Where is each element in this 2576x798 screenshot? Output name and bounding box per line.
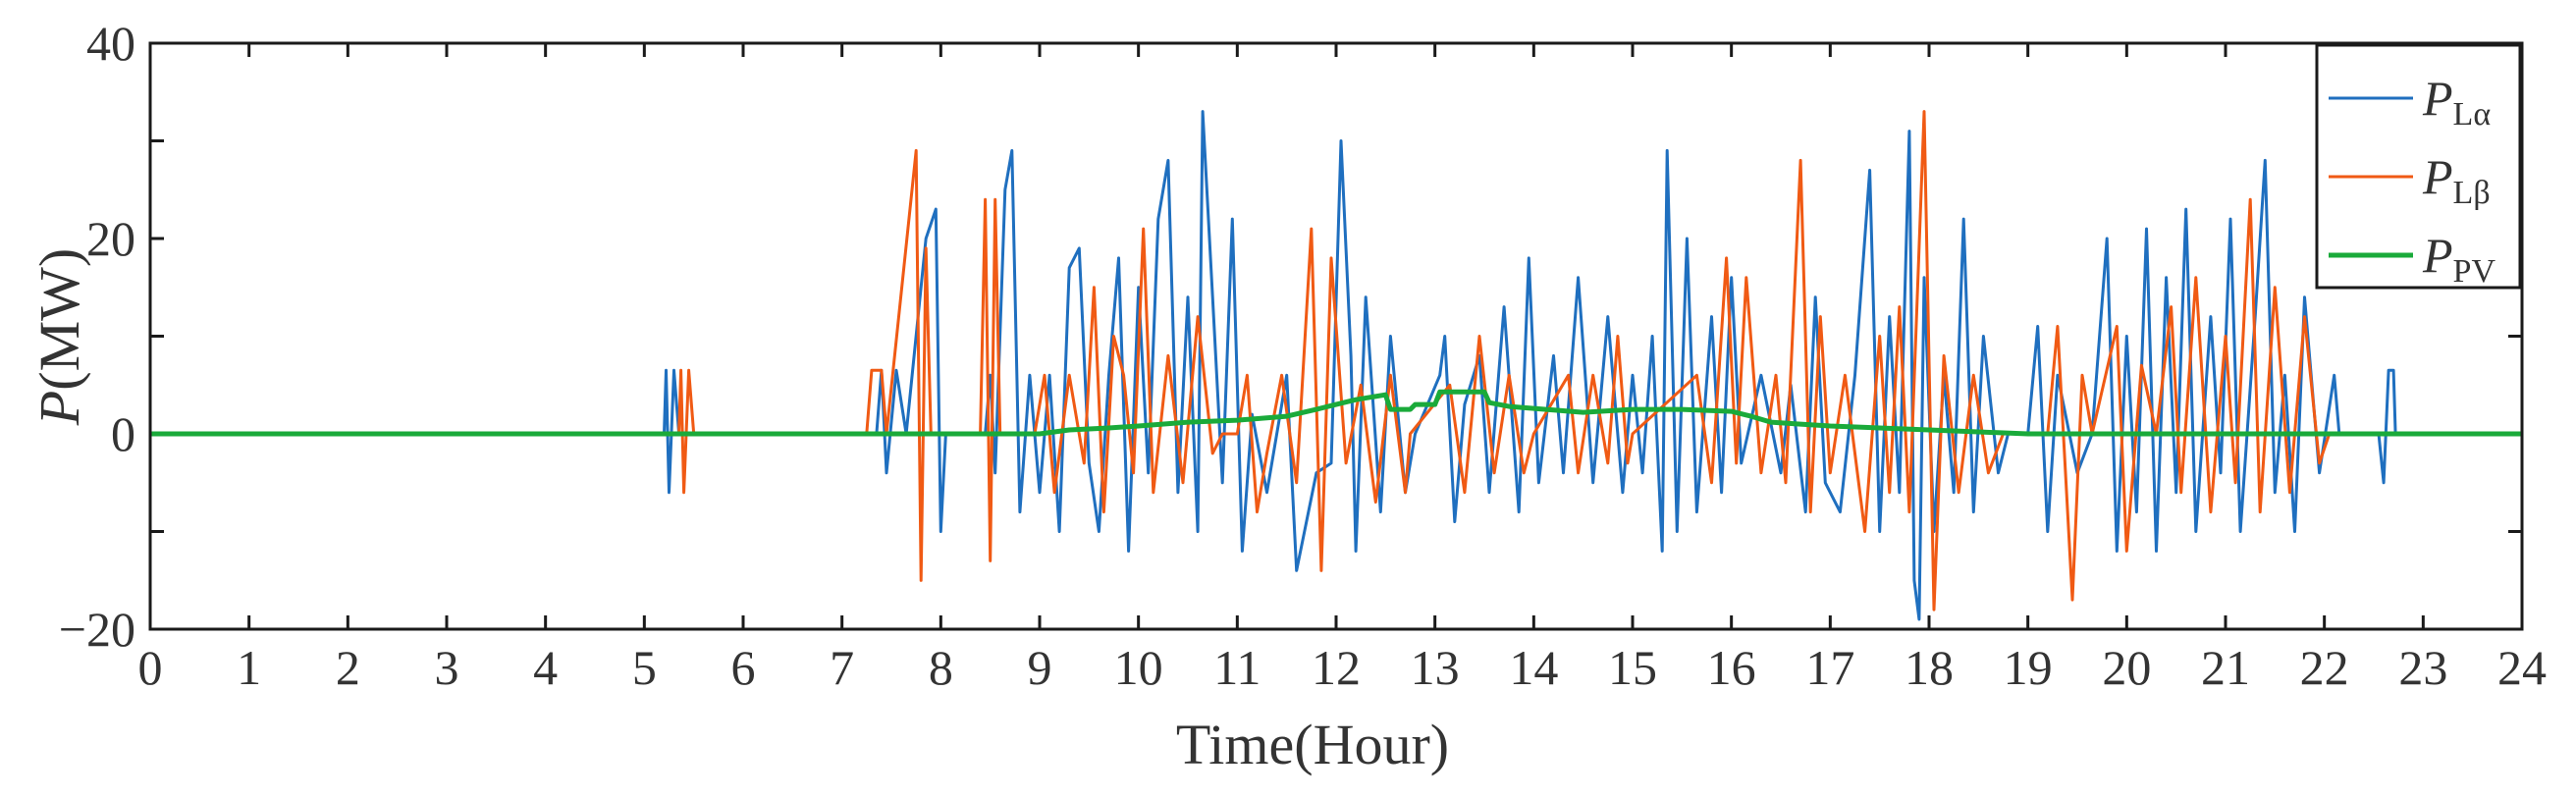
x-tick-label: 20 — [2102, 640, 2151, 695]
x-tick-label: 17 — [1805, 640, 1854, 695]
x-tick-label: 21 — [2201, 640, 2250, 695]
x-tick-label: 10 — [1114, 640, 1163, 695]
y-tick-label: −20 — [59, 602, 135, 657]
y-axis-title: P(MW) — [27, 248, 91, 426]
x-tick-label: 9 — [1028, 640, 1052, 695]
x-tick-label: 11 — [1213, 640, 1261, 695]
x-tick-label: 12 — [1312, 640, 1361, 695]
x-tick-label: 14 — [1509, 640, 1558, 695]
legend-label-2: PPV — [2422, 228, 2496, 290]
plot-frame — [148, 41, 2524, 631]
series-line-2 — [150, 389, 2522, 437]
legend-label-1: PLβ — [2422, 149, 2491, 211]
x-tick-label: 23 — [2398, 640, 2447, 695]
y-axis-ticks: 40 20 0 −20 — [59, 16, 2522, 657]
x-tick-label: 24 — [2497, 640, 2547, 695]
legend: PLα PLβ PPV — [2315, 43, 2522, 290]
x-axis-ticks: 0 1 2 3 4 5 6 7 8 9 10 11 12 13 14 15 16 17 18 19 20 21 22 23 24 — [138, 43, 2547, 695]
x-tick-label: 0 — [138, 640, 163, 695]
y-tick-label: 20 — [86, 211, 135, 266]
x-tick-label: 2 — [336, 640, 360, 695]
x-tick-label: 4 — [533, 640, 558, 695]
x-tick-label: 13 — [1411, 640, 1460, 695]
legend-label-0: PLα — [2422, 71, 2491, 133]
y-tick-label: 0 — [111, 406, 135, 461]
x-tick-label: 18 — [1905, 640, 1954, 695]
x-tick-label: 8 — [929, 640, 953, 695]
x-tick-label: 16 — [1707, 640, 1756, 695]
x-tick-label: 15 — [1608, 640, 1657, 695]
series-line-0 — [150, 110, 2522, 621]
y-tick-label: 40 — [86, 16, 135, 71]
x-tick-label: 5 — [632, 640, 657, 695]
series-line-1 — [150, 110, 2522, 612]
x-tick-label: 3 — [435, 640, 459, 695]
x-tick-label: 6 — [731, 640, 756, 695]
x-tick-label: 22 — [2300, 640, 2349, 695]
series-layer — [150, 110, 2522, 621]
legend-box — [2315, 43, 2522, 290]
x-tick-label: 19 — [2004, 640, 2053, 695]
x-axis-title: Time(Hour) — [1176, 713, 1449, 776]
x-tick-label: 1 — [237, 640, 261, 695]
x-tick-label: 7 — [830, 640, 854, 695]
